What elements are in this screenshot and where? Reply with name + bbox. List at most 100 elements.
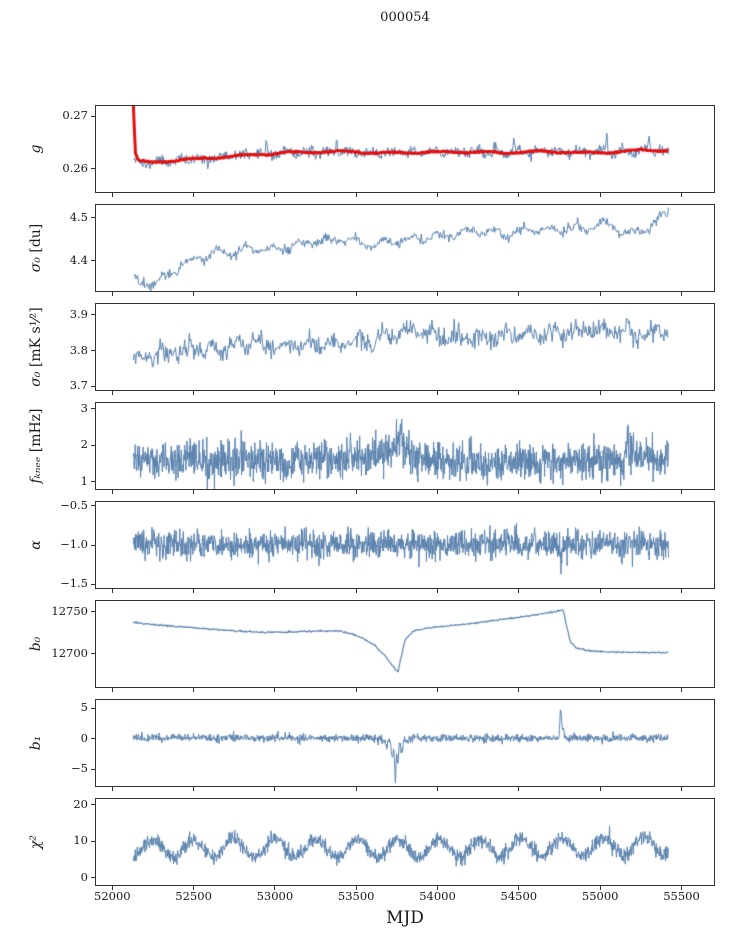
y-tick-mark bbox=[91, 314, 95, 316]
x-tick-mark bbox=[518, 193, 520, 197]
y-tick-mark bbox=[91, 583, 95, 585]
x-tick-mark bbox=[193, 688, 195, 692]
x-tick-label: 54000 bbox=[419, 889, 456, 903]
y-tick-mark bbox=[91, 217, 95, 219]
x-tick-mark bbox=[274, 688, 276, 692]
x-tick-mark bbox=[599, 688, 601, 692]
plot-area-fknee bbox=[95, 402, 715, 490]
x-tick-mark bbox=[274, 391, 276, 395]
x-tick-mark bbox=[518, 589, 520, 593]
x-tick-mark bbox=[599, 490, 601, 494]
x-tick-mark bbox=[111, 589, 113, 593]
x-tick-mark bbox=[518, 787, 520, 791]
x-tick-mark bbox=[599, 787, 601, 791]
x-tick-mark bbox=[355, 391, 357, 395]
panel-gain: g 0.26 0.27 bbox=[0, 105, 729, 197]
x-tick-mark bbox=[437, 292, 438, 296]
y-tick-mark bbox=[91, 738, 95, 740]
x-tick-mark bbox=[355, 589, 357, 593]
plot-area-alpha bbox=[95, 501, 715, 589]
x-tick-mark bbox=[681, 886, 682, 890]
y-tick-label: 0.26 bbox=[62, 160, 88, 175]
x-axis-tick-labels: 52000 52500 53000 53500 54000 54500 55000 55500 bbox=[0, 889, 729, 905]
x-tick-mark bbox=[193, 886, 195, 890]
y-axis-variable: g bbox=[28, 144, 44, 154]
y-tick-mark bbox=[91, 877, 95, 879]
y-tick-label: 0 bbox=[80, 869, 88, 884]
x-tick-mark bbox=[437, 886, 438, 890]
y-tick-mark bbox=[91, 768, 95, 770]
y-axis-unit: [du] bbox=[28, 223, 44, 258]
plot-area-chi2 bbox=[95, 798, 715, 886]
y-tick-mark bbox=[91, 444, 95, 446]
y-tick-mark bbox=[91, 385, 95, 387]
y-tick-mark bbox=[91, 840, 95, 842]
x-tick-mark bbox=[681, 490, 682, 494]
x-tick-mark bbox=[599, 589, 601, 593]
x-tick-label: 53000 bbox=[256, 889, 294, 903]
y-tick-mark bbox=[91, 481, 95, 483]
x-tick-mark bbox=[111, 886, 113, 890]
plot-canvas-fknee bbox=[96, 403, 714, 489]
plot-area-gain bbox=[95, 105, 715, 193]
x-tick-mark bbox=[681, 391, 682, 395]
y-tick-mark bbox=[91, 408, 95, 409]
y-tick-label: 3.9 bbox=[69, 306, 88, 321]
x-tick-mark bbox=[274, 787, 276, 791]
x-tick-mark bbox=[437, 688, 438, 692]
x-tick-mark bbox=[599, 292, 601, 296]
x-tick-mark bbox=[681, 787, 682, 791]
x-tick-mark bbox=[111, 193, 113, 197]
plot-canvas-b1 bbox=[96, 700, 714, 786]
y-tick-mark bbox=[91, 260, 95, 262]
plot-area-sigma0-du bbox=[95, 204, 715, 292]
x-tick-mark bbox=[518, 886, 520, 890]
y-tick-mark bbox=[91, 611, 95, 613]
x-tick-mark bbox=[274, 886, 276, 890]
y-tick-label: 3.8 bbox=[69, 342, 88, 357]
x-tick-label: 53500 bbox=[337, 889, 375, 903]
x-tick-mark bbox=[274, 490, 276, 494]
panel-sigma0-mks: σ₀ [mK s¹⁄²] 3.7 3.8 3.9 bbox=[0, 303, 729, 395]
x-tick-mark bbox=[355, 787, 357, 791]
x-tick-mark bbox=[518, 292, 520, 296]
plot-canvas-chi2 bbox=[96, 799, 714, 885]
x-tick-mark bbox=[193, 490, 195, 494]
plot-canvas-sigma0-mks bbox=[96, 304, 714, 390]
y-tick-mark bbox=[91, 653, 95, 655]
x-tick-mark bbox=[193, 787, 195, 791]
x-tick-mark bbox=[193, 589, 195, 593]
x-tick-label: 55500 bbox=[663, 889, 700, 903]
x-tick-label: 54500 bbox=[500, 889, 538, 903]
y-tick-label: 12700 bbox=[51, 645, 88, 660]
y-tick-label: 0.27 bbox=[62, 108, 88, 123]
x-tick-mark bbox=[681, 589, 682, 593]
x-tick-mark bbox=[355, 886, 357, 890]
y-tick-mark bbox=[91, 115, 95, 117]
plot-area-b0 bbox=[95, 600, 715, 688]
y-tick-label: −5 bbox=[71, 761, 88, 776]
x-tick-mark bbox=[111, 490, 113, 494]
x-tick-mark bbox=[111, 787, 113, 791]
y-tick-label: 1 bbox=[80, 473, 88, 488]
x-tick-mark bbox=[599, 886, 601, 890]
x-tick-mark bbox=[681, 193, 682, 197]
panel-chi2: χ² 0 10 20 bbox=[0, 797, 729, 890]
y-tick-label: −1.0 bbox=[60, 537, 88, 551]
y-tick-mark bbox=[91, 350, 95, 352]
y-tick-label: 0 bbox=[80, 730, 88, 745]
x-tick-mark bbox=[355, 292, 357, 296]
x-tick-mark bbox=[681, 688, 682, 692]
x-tick-mark bbox=[599, 193, 601, 197]
y-tick-label: −1.5 bbox=[60, 576, 88, 591]
x-axis-label: MJD bbox=[386, 908, 424, 928]
x-tick-mark bbox=[193, 193, 195, 197]
panel-sigma0-du: σ₀ [du] 4.4 4.5 bbox=[0, 204, 729, 296]
plot-canvas-sigma0-du bbox=[96, 205, 714, 291]
panel-alpha: α −1.5 −1.0 −0.5 bbox=[0, 497, 729, 593]
y-tick-mark bbox=[91, 505, 95, 507]
x-tick-mark bbox=[355, 193, 357, 197]
y-tick-label: −0.5 bbox=[60, 497, 88, 512]
x-tick-mark bbox=[518, 391, 520, 395]
